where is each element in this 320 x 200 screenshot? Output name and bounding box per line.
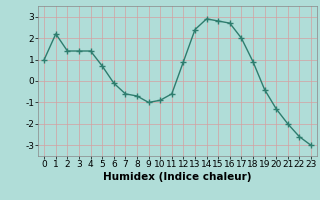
X-axis label: Humidex (Indice chaleur): Humidex (Indice chaleur) bbox=[103, 172, 252, 182]
